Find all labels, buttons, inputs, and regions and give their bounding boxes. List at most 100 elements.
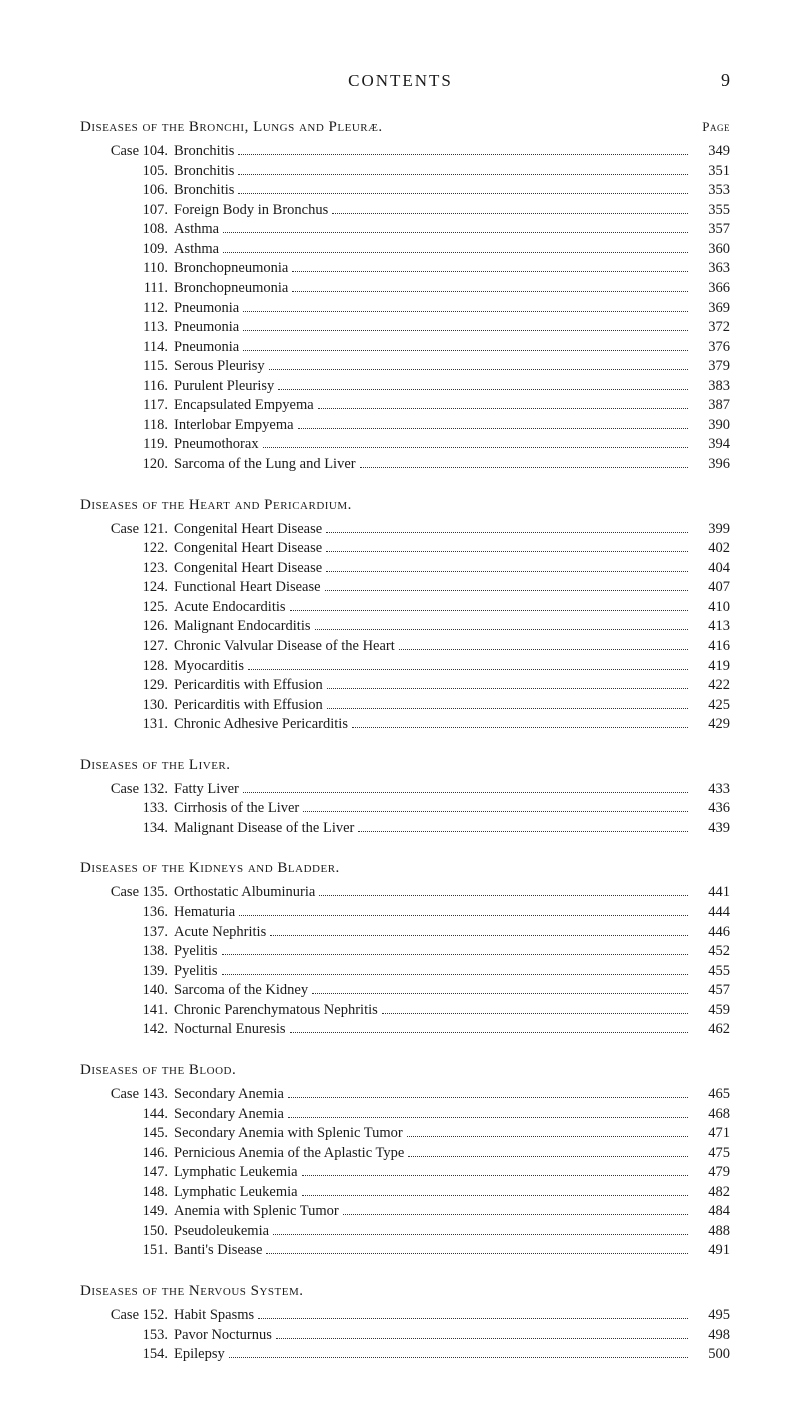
entry-number: 117.: [80, 396, 174, 416]
dot-leader: [292, 271, 688, 272]
toc-entry: Case 132.Fatty Liver433: [80, 780, 730, 800]
entry-title: Bronchopneumonia: [174, 279, 288, 299]
entry-case-number: Case 104.: [80, 142, 174, 162]
entry-number: 141.: [80, 1001, 174, 1021]
toc-entry: 107.Foreign Body in Bronchus355: [80, 201, 730, 221]
entry-title: Congenital Heart Disease: [174, 559, 322, 579]
entry-page-number: 446: [692, 923, 730, 943]
entry-case-number: Case 152.: [80, 1306, 174, 1326]
toc-entry: 125.Acute Endocarditis 410: [80, 598, 730, 618]
entry-number: 133.: [80, 799, 174, 819]
entry-page-number: 419: [692, 657, 730, 677]
dot-leader: [243, 311, 688, 312]
entry-title: Lymphatic Leukemia: [174, 1163, 298, 1183]
entry-title: Bronchitis: [174, 181, 234, 201]
dot-leader: [318, 408, 688, 409]
dot-leader: [360, 467, 688, 468]
toc-entry: 128.Myocarditis419: [80, 657, 730, 677]
entry-page-number: 410: [692, 598, 730, 618]
dot-leader: [263, 447, 688, 448]
entry-page-number: 441: [692, 883, 730, 903]
toc-entry: 153.Pavor Nocturnus498: [80, 1326, 730, 1346]
entry-page-number: 366: [692, 279, 730, 299]
entry-title: Asthma: [174, 240, 219, 260]
entry-title: Hematuria: [174, 903, 235, 923]
entry-title: Bronchopneumonia: [174, 259, 288, 279]
entry-page-number: 459: [692, 1001, 730, 1021]
toc-entry: 141.Chronic Parenchymatous Nephritis459: [80, 1001, 730, 1021]
header-page-number: 9: [721, 70, 730, 91]
dot-leader: [239, 915, 688, 916]
dot-leader: [292, 291, 688, 292]
entry-title: Epilepsy: [174, 1345, 225, 1365]
entry-title: Anemia with Splenic Tumor: [174, 1202, 339, 1222]
entry-number: 118.: [80, 416, 174, 436]
entry-title: Chronic Valvular Disease of the Heart: [174, 637, 395, 657]
entry-title: Orthostatic Albuminuria: [174, 883, 315, 903]
dot-leader: [270, 935, 688, 936]
entry-page-number: 462: [692, 1020, 730, 1040]
entry-case-number: Case 121.: [80, 520, 174, 540]
toc-entry: 123.Congenital Heart Disease404: [80, 559, 730, 579]
entry-page-number: 360: [692, 240, 730, 260]
dot-leader: [276, 1338, 688, 1339]
entry-page-number: 468: [692, 1105, 730, 1125]
entry-title: Pneumonia: [174, 299, 239, 319]
entry-number: 147.: [80, 1163, 174, 1183]
entry-page-number: 491: [692, 1241, 730, 1261]
entry-title: Sarcoma of the Kidney: [174, 981, 308, 1001]
entry-page-number: 383: [692, 377, 730, 397]
dot-leader: [238, 154, 688, 155]
dot-leader: [273, 1234, 688, 1235]
entry-page-number: 457: [692, 981, 730, 1001]
dot-leader: [358, 831, 688, 832]
entry-case-number: Case 135.: [80, 883, 174, 903]
entry-title: Cirrhosis of the Liver: [174, 799, 299, 819]
dot-leader: [352, 727, 688, 728]
toc-entry: 117.Encapsulated Empyema387: [80, 396, 730, 416]
entry-title: Functional Heart Disease: [174, 578, 321, 598]
entry-title: Pavor Nocturnus: [174, 1326, 272, 1346]
toc-entry: 115.Serous Pleurisy379: [80, 357, 730, 377]
entry-number: 111.: [80, 279, 174, 299]
entry-title: Acute Endocarditis: [174, 598, 286, 618]
entry-number: 123.: [80, 559, 174, 579]
section-title: Diseases of the Blood.: [80, 1062, 730, 1079]
toc-entry: 134.Malignant Disease of the Liver439: [80, 819, 730, 839]
entry-page-number: 465: [692, 1085, 730, 1105]
entry-page-number: 500: [692, 1345, 730, 1365]
dot-leader: [327, 688, 688, 689]
entry-page-number: 416: [692, 637, 730, 657]
entry-title: Secondary Anemia with Splenic Tumor: [174, 1124, 403, 1144]
toc-entry: 119.Pneumothorax394: [80, 435, 730, 455]
dot-leader: [319, 895, 688, 896]
entry-title: Nocturnal Enuresis: [174, 1020, 286, 1040]
dot-leader: [303, 811, 688, 812]
toc-entry: 145.Secondary Anemia with Splenic Tumor4…: [80, 1124, 730, 1144]
entry-page-number: 433: [692, 780, 730, 800]
entry-page-number: 444: [692, 903, 730, 923]
entry-number: 148.: [80, 1183, 174, 1203]
toc-entry: 110.Bronchopneumonia363: [80, 259, 730, 279]
entry-title: Pericarditis with Effusion: [174, 696, 323, 716]
dot-leader: [302, 1175, 688, 1176]
toc-entry: 106.Bronchitis353: [80, 181, 730, 201]
section-title: Diseases of the Bronchi, Lungs and Pleur…: [80, 119, 383, 136]
entry-page-number: 351: [692, 162, 730, 182]
toc-entry: 147.Lymphatic Leukemia479: [80, 1163, 730, 1183]
entry-page-number: 376: [692, 338, 730, 358]
entry-page-number: 355: [692, 201, 730, 221]
entry-page-number: 425: [692, 696, 730, 716]
entry-page-number: 379: [692, 357, 730, 377]
toc-entry: 126.Malignant Endocarditis413: [80, 617, 730, 637]
toc-entry: 122.Congenital Heart Disease402: [80, 539, 730, 559]
entry-number: 125.: [80, 598, 174, 618]
dot-leader: [278, 389, 688, 390]
entry-number: 140.: [80, 981, 174, 1001]
entry-page-number: 407: [692, 578, 730, 598]
dot-leader: [408, 1156, 688, 1157]
entry-number: 106.: [80, 181, 174, 201]
entry-number: 136.: [80, 903, 174, 923]
dot-leader: [290, 610, 688, 611]
entry-page-number: 394: [692, 435, 730, 455]
